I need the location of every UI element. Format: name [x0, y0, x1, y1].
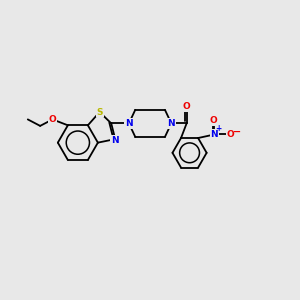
Text: O: O [183, 102, 190, 111]
Text: S: S [96, 108, 103, 117]
Text: O: O [226, 130, 234, 139]
Text: O: O [210, 116, 218, 125]
Text: N: N [167, 119, 175, 128]
Text: +: + [215, 124, 221, 133]
Text: −: − [232, 127, 241, 137]
Text: N: N [111, 136, 119, 145]
Text: O: O [49, 115, 56, 124]
Text: N: N [211, 130, 218, 139]
Text: N: N [125, 119, 133, 128]
